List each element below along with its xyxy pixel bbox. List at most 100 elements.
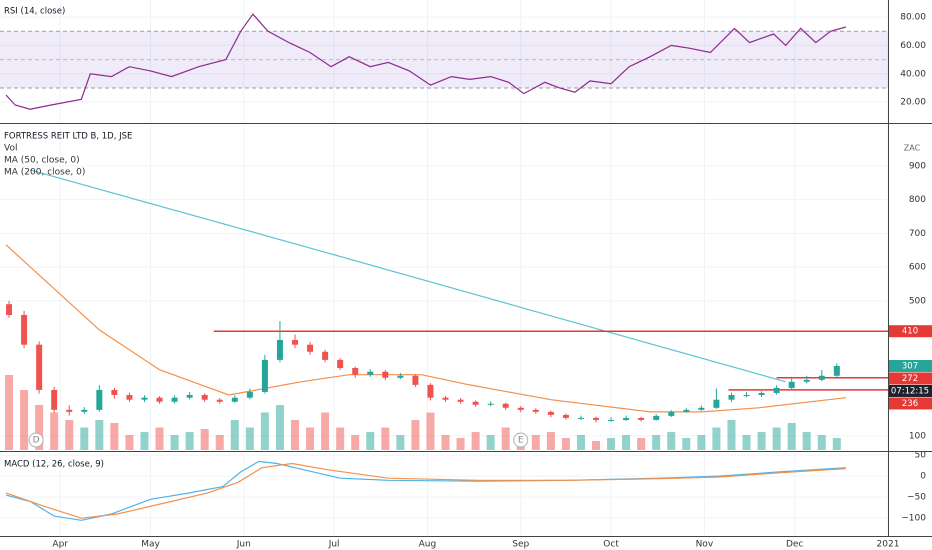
price-label-box [889,325,932,338]
candle-body [231,397,238,402]
candle-body [728,394,735,400]
volume-bar [546,432,555,450]
candle-body [653,415,660,420]
volume-bar [351,435,360,450]
candle-body [322,351,329,360]
series-line [5,244,846,413]
candle-body [156,397,163,402]
candle-body [66,409,73,412]
candle-body [608,419,615,421]
volume-bar [697,435,706,450]
price-label-box [889,372,932,385]
volume-bar [817,435,826,450]
volume-bar [682,438,691,450]
candle-body [201,394,208,400]
volume-bar [727,420,736,450]
volume-bar [607,438,616,450]
volume-bar [366,432,375,450]
candle-body [758,392,765,395]
volume-bar [290,420,299,450]
y-tick-label: 900 [909,161,926,171]
legend-entry: MA (200, close, 0) [4,168,85,178]
volume-bar [230,420,239,450]
candle-body [276,339,283,360]
volume-bar [245,427,254,450]
x-tick-label: Sep [512,540,529,550]
candle-body [261,359,268,392]
y-tick-label: 600 [909,263,926,273]
price-label-box [889,384,932,397]
candle-body [547,411,554,415]
volume-bar [80,427,89,450]
y-tick-label: 0 [920,472,926,482]
series-line [5,13,847,110]
y-tick-label: 40.00 [900,69,926,79]
x-tick-label: Jun [236,540,251,550]
candle-body [833,365,840,376]
volume-bar [200,429,209,450]
candle-body [367,371,374,375]
volume-bar [576,435,585,450]
x-tick-label: 2021 [877,540,900,550]
x-tick-label: May [141,540,160,550]
candle-body [111,389,118,395]
candle-body [216,399,223,402]
y-tick-label: −100 [901,514,926,524]
volume-bar [742,435,751,450]
volume-bar [20,390,29,450]
volume-bar [667,432,676,450]
price-label: 236 [902,399,918,409]
candle-body [502,403,509,408]
y-tick-label: 80.00 [900,13,926,23]
candle-body [713,399,720,408]
volume-bar [561,438,570,450]
candle-body [186,394,193,398]
volume-bar [411,420,420,450]
series-line [29,169,786,383]
x-tick-label: Aug [419,540,437,550]
series-line [5,462,846,519]
candle-body [487,403,494,405]
candle-body [593,417,600,420]
volume-bar [712,427,721,450]
candle-body [81,409,88,412]
volume-bar [110,423,119,450]
volume-bar [486,435,495,450]
currency-label: ZAC [904,144,921,153]
volume-bar [336,427,345,450]
candle-body [803,379,810,382]
volume-bar [50,412,59,450]
volume-bar [441,435,450,450]
volume-bar [275,405,284,450]
volume-bar [456,438,465,450]
volume-bar [215,435,224,450]
volume-bar [125,435,134,450]
candle-body [246,391,253,398]
legend-entry: MA (50, close, 0) [4,156,80,166]
candle-body [427,384,434,398]
volume-bar [802,432,811,450]
y-tick-label: 800 [909,195,926,205]
candle-body [412,375,419,385]
x-tick-label: Nov [696,540,714,550]
pane-title: FORTRESS REIT LTD B, 1D, JSE [4,132,132,142]
y-tick-label: 60.00 [900,41,926,51]
volume-bar [95,420,104,450]
y-tick-label: 20.00 [900,98,926,108]
volume-bar [170,435,179,450]
volume-bar [426,412,435,450]
event-marker [513,432,529,448]
candle-body [171,397,178,402]
candle-body [6,304,13,316]
candle-body [96,389,103,410]
volume-bar [396,435,405,450]
candle-body [623,417,630,420]
price-label: 07:12:15 [891,386,929,396]
candle-body [397,375,404,378]
event-marker [28,432,44,448]
volume-bar [772,427,781,450]
volume-bar [531,435,540,450]
